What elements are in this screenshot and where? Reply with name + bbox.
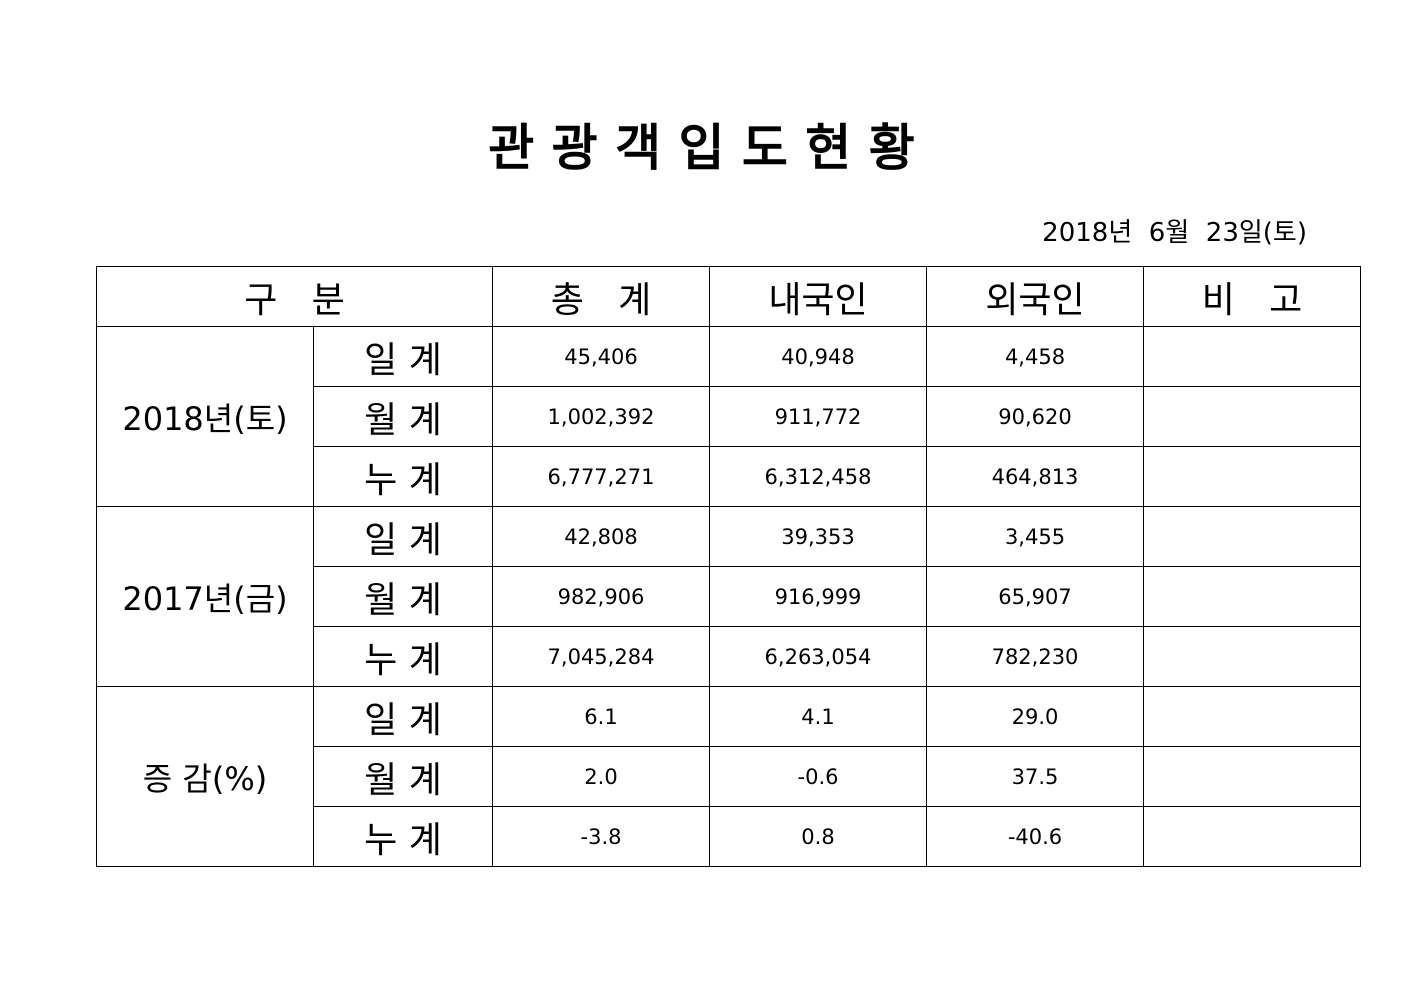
value-cell: 4.1 (709, 686, 927, 747)
value-cell: 6.1 (492, 686, 710, 747)
note-cell (1143, 506, 1361, 567)
row-label: 일 계 (313, 506, 493, 567)
value-cell: 464,813 (926, 446, 1144, 507)
value-cell: 4,458 (926, 326, 1144, 387)
value-cell: 40,948 (709, 326, 927, 387)
column-header: 구 분 (96, 266, 493, 327)
value-cell: 7,045,284 (492, 626, 710, 687)
value-cell: 2.0 (492, 746, 710, 807)
value-cell: 3,455 (926, 506, 1144, 567)
value-cell: 1,002,392 (492, 386, 710, 447)
date: 2018년 6월 23일(토) (1042, 218, 1307, 248)
value-cell: -0.6 (709, 746, 927, 807)
value-cell: 782,230 (926, 626, 1144, 687)
value-cell: -40.6 (926, 806, 1144, 867)
value-cell: 90,620 (926, 386, 1144, 447)
value-cell: 6,777,271 (492, 446, 710, 507)
data-row: 누 계 -3.8 0.8 -40.6 (97, 806, 1361, 867)
column-header: 내국인 (709, 266, 927, 327)
value-cell: 6,312,458 (709, 446, 927, 507)
data-row: 2017년(금) 일 계 42,808 39,353 3,455 (96, 506, 1361, 687)
value-cell: 42,808 (492, 506, 710, 567)
group-label: 증 감(%) (96, 686, 314, 867)
note-cell (1143, 806, 1361, 867)
value-cell: 916,999 (709, 566, 927, 627)
row-label: 월 계 (313, 386, 493, 447)
value-cell: 45,406 (492, 326, 710, 387)
note-cell (1143, 746, 1361, 807)
note-cell (1143, 686, 1361, 747)
column-header: 외국인 (926, 266, 1144, 327)
group-label: 2017년(금) (96, 506, 314, 687)
row-label: 월 계 (313, 746, 493, 807)
row-label: 누 계 (313, 626, 493, 687)
row-label: 일 계 (313, 686, 493, 747)
data-row: 월 계 2.0 -0.6 37.5 (97, 746, 1361, 807)
data-row: 증 감(%) 일 계 6.1 4.1 29.0 (96, 686, 1361, 867)
value-cell: 982,906 (492, 566, 710, 627)
value-cell: 6,263,054 (709, 626, 927, 687)
value-cell: 911,772 (709, 386, 927, 447)
title: 관 광 객 입 도 현 황 (488, 119, 915, 177)
value-cell: -3.8 (492, 806, 710, 867)
value-cell: 65,907 (926, 566, 1144, 627)
value-cell: 37.5 (926, 746, 1144, 807)
row-label: 월 계 (313, 566, 493, 627)
row-label: 누 계 (313, 806, 493, 867)
note-cell (1143, 566, 1361, 627)
note-cell (1143, 626, 1361, 687)
data-row: 누 계 7,045,284 6,263,054 782,230 (97, 626, 1361, 687)
group-label: 2018년(토) (96, 326, 314, 507)
row-label: 누 계 (313, 446, 493, 507)
note-cell (1143, 446, 1361, 507)
value-cell: 0.8 (709, 806, 927, 867)
column-header: 총 계 (492, 266, 710, 327)
row-label: 일 계 (313, 326, 493, 387)
value-cell: 39,353 (709, 506, 927, 567)
data-row: 2018년(토) 일 계 45,406 40,948 4,458 (96, 326, 1361, 507)
value-cell: 29.0 (926, 686, 1144, 747)
data-row: 누 계 6,777,271 6,312,458 464,813 (97, 446, 1361, 507)
table-body: 2018년(토) 일 계 45,406 40,948 4,458 월 계 1,002,392… (96, 326, 1361, 867)
note-cell (1143, 326, 1361, 387)
note-cell (1143, 386, 1361, 447)
data-row: 월 계 982,906 916,999 65,907 (97, 566, 1361, 627)
column-header: 비 고 (1143, 266, 1361, 327)
